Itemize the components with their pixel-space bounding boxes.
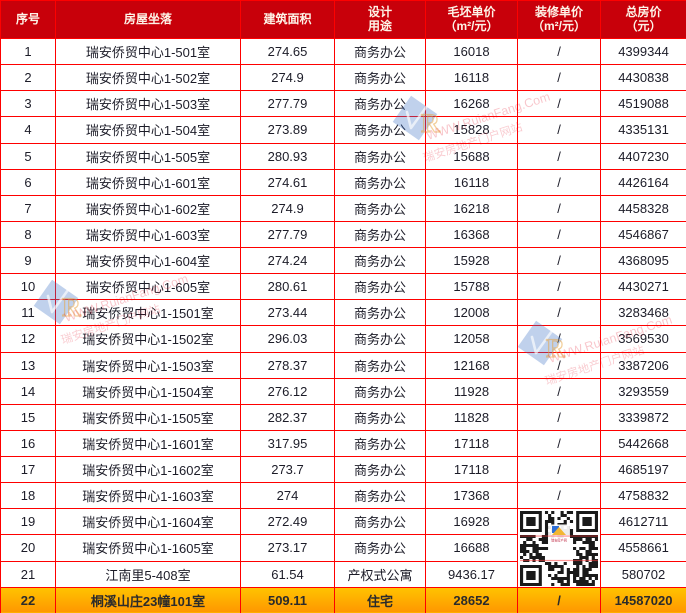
svg-text:瑞安房产网: 瑞安房产网 [551,538,567,543]
